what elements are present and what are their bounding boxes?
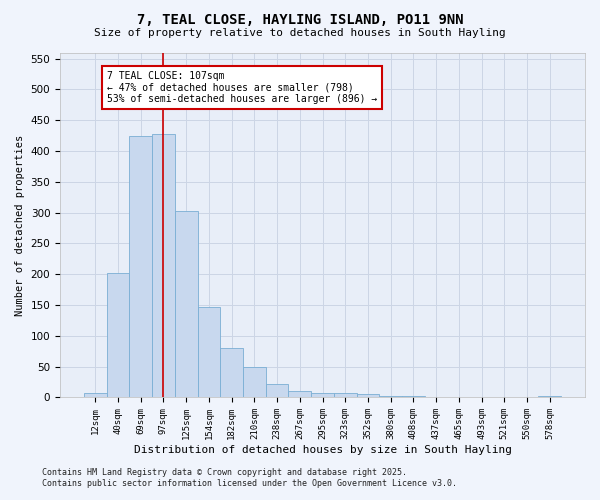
Bar (402, 396, 425, 398)
Y-axis label: Number of detached properties: Number of detached properties (15, 134, 25, 316)
Bar (356, 394, 379, 398)
X-axis label: Distribution of detached houses by size in South Hayling: Distribution of detached houses by size … (134, 445, 512, 455)
Bar (152, 134, 175, 398)
Bar (197, 307, 220, 398)
Bar (266, 384, 289, 398)
Bar (130, 136, 152, 398)
Bar (311, 392, 334, 398)
Bar (334, 393, 356, 398)
Text: 7, TEAL CLOSE, HAYLING ISLAND, PO11 9NN: 7, TEAL CLOSE, HAYLING ISLAND, PO11 9NN (137, 12, 463, 26)
Bar (379, 396, 402, 398)
Bar (107, 273, 130, 398)
Bar (289, 390, 311, 398)
Bar (425, 397, 448, 398)
Text: Contains HM Land Registry data © Crown copyright and database right 2025.
Contai: Contains HM Land Registry data © Crown c… (42, 468, 457, 487)
Bar (538, 396, 561, 398)
Text: Size of property relative to detached houses in South Hayling: Size of property relative to detached ho… (94, 28, 506, 38)
Bar (220, 348, 243, 398)
Text: 7 TEAL CLOSE: 107sqm
← 47% of detached houses are smaller (798)
53% of semi-deta: 7 TEAL CLOSE: 107sqm ← 47% of detached h… (107, 71, 377, 104)
Bar (175, 212, 197, 398)
Bar (243, 366, 266, 398)
Bar (84, 392, 107, 398)
